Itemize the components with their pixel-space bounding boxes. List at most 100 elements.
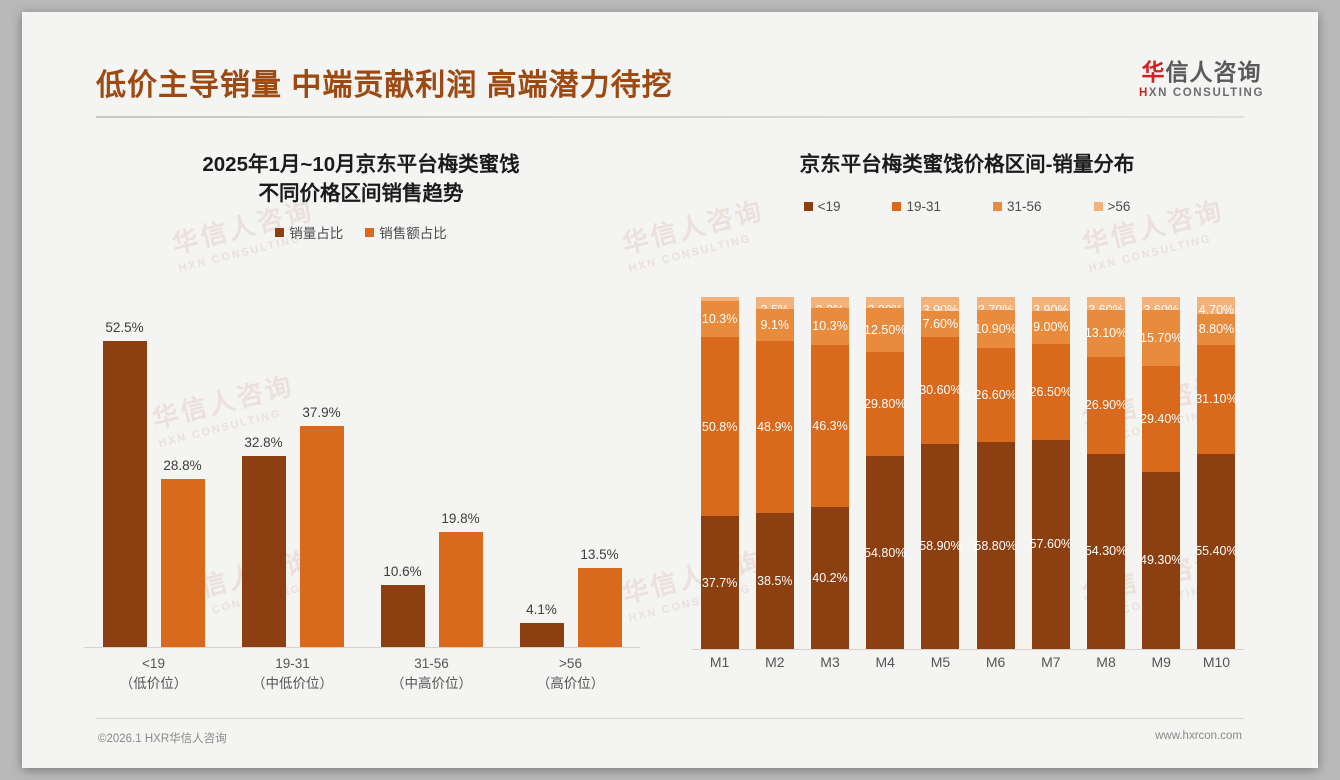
logo-english: HXN CONSULTING bbox=[1139, 87, 1264, 99]
stack-segment-31-56-M10[interactable]: 8.80% bbox=[1197, 313, 1236, 345]
stack-segment-19-31-M9[interactable]: 29.40% bbox=[1140, 366, 1182, 472]
stack-column-M9: 3.60% 15.70% 29.40% 49.30% bbox=[1134, 297, 1189, 649]
stack-segment-19-31-M3[interactable]: 46.3% bbox=[811, 344, 849, 508]
stack-segment-31-56-M4[interactable]: 12.50% bbox=[864, 307, 907, 352]
right-chart-x-axis: M1 M2 M3 M4 M5 M6 M7 M8 M9 M10 bbox=[692, 654, 1244, 670]
x-tick-sublabel: （高价位） bbox=[536, 676, 605, 692]
stack-segment-31-56-M8[interactable]: 13.10% bbox=[1085, 309, 1127, 358]
slide-header: 低价主导销量 中端贡献利润 高端潜力待挖 华信人咨询 HXN CONSULTIN… bbox=[22, 12, 1318, 122]
bar-fill bbox=[160, 479, 205, 647]
stack-segment-<19-M1[interactable]: 37.7% bbox=[700, 516, 739, 650]
legend-item-1[interactable]: 19-31 bbox=[892, 199, 941, 214]
stacked-bar-M8[interactable]: 3.60% 13.10% 26.90% 54.30% bbox=[1085, 297, 1127, 649]
stack-segment-31-56-M6[interactable]: 10.90% bbox=[974, 310, 1017, 349]
bar-销售额占比-19-31[interactable]: 37.9% bbox=[299, 405, 344, 647]
bar-销售额占比-<19[interactable]: 28.8% bbox=[160, 458, 205, 647]
bar-销量占比-31-56[interactable]: 10.6% bbox=[380, 564, 425, 647]
stack-segment-<19-M4[interactable]: 54.80% bbox=[864, 456, 906, 649]
bar-销量占比-19-31[interactable]: 32.8% bbox=[241, 435, 286, 647]
left-chart-plot: 52.5% 28.8% 32.8% 37.9% 10.6% 19.8% 4.1% 13.5% bbox=[84, 298, 640, 648]
stack-segment->56-M8[interactable]: 3.60% bbox=[1087, 297, 1126, 317]
bar-销售额占比->56[interactable]: 13.5% bbox=[577, 547, 622, 647]
bar-销售额占比-31-56[interactable]: 19.8% bbox=[438, 511, 483, 647]
x-axis-line bbox=[692, 649, 1244, 650]
stacked-bar-M9[interactable]: 3.60% 15.70% 29.40% 49.30% bbox=[1140, 297, 1182, 649]
stack-segment->56-M6[interactable]: 3.70% bbox=[976, 297, 1015, 317]
stack-segment-31-56-M2[interactable]: 9.1% bbox=[755, 309, 794, 342]
stack-segment-19-31-M8[interactable]: 26.90% bbox=[1085, 357, 1127, 454]
x-tick-M6: M6 bbox=[985, 654, 1006, 670]
stack-segment-label: 8.80% bbox=[1198, 322, 1235, 337]
stack-segment->56-M10[interactable]: 4.70% bbox=[1197, 297, 1236, 317]
stack-segment->56-M4[interactable]: 3.00% bbox=[866, 297, 905, 317]
stack-segment-<19-M2[interactable]: 38.5% bbox=[755, 513, 794, 649]
legend-item-1[interactable]: 销售额占比 bbox=[365, 222, 447, 242]
stack-segment-31-56-M3[interactable]: 10.3% bbox=[811, 308, 849, 345]
stack-segment-label: 12.50% bbox=[864, 322, 907, 337]
stacked-bar-M6[interactable]: 3.70% 10.90% 26.60% 58.80% bbox=[974, 297, 1017, 649]
stacked-bar-M1[interactable]: 1.1%10.3%50.8%37.7% bbox=[700, 297, 739, 650]
stack-segment-label: 29.80% bbox=[864, 396, 907, 411]
logo-en-red: H bbox=[1138, 86, 1149, 99]
stack-segment-<19-M3[interactable]: 40.2% bbox=[811, 507, 849, 649]
legend-item-3[interactable]: >56 bbox=[1093, 199, 1130, 214]
stacked-bar-M3[interactable]: 3.2% 10.3% 46.3% 40.2% bbox=[811, 297, 849, 649]
legend-item-2[interactable]: 31-56 bbox=[993, 199, 1042, 214]
stack-segment->56-M5[interactable]: 3.90% bbox=[921, 297, 960, 317]
stacked-bar-M5[interactable]: 3.90%7.60% 30.60% 58.90% bbox=[919, 297, 962, 649]
stack-segment->56-M7[interactable]: 3.90% bbox=[1031, 297, 1070, 317]
stack-segment-<19-M8[interactable]: 54.30% bbox=[1085, 453, 1127, 649]
bar-销量占比-<19[interactable]: 52.5% bbox=[102, 320, 147, 647]
stack-segment->56-M2[interactable]: 3.5% bbox=[755, 297, 794, 317]
header-divider bbox=[96, 116, 1244, 118]
stacked-bar-M2[interactable]: 3.5%9.1% 48.9% 38.5% bbox=[755, 297, 794, 649]
slide: 低价主导销量 中端贡献利润 高端潜力待挖 华信人咨询 HXN CONSULTIN… bbox=[22, 12, 1318, 768]
stack-column-M3: 3.2% 10.3% 46.3% 40.2% bbox=[802, 297, 857, 649]
stack-segment->56-M3[interactable]: 3.2% bbox=[811, 297, 849, 317]
bar-fill bbox=[438, 531, 483, 647]
logo-cn-gray: 信人咨询 bbox=[1165, 59, 1262, 85]
legend-label: <19 bbox=[817, 199, 841, 215]
left-chart-title-line1: 2025年1月~10月京东平台梅类蜜饯 bbox=[202, 153, 520, 176]
x-tick-19-31: 19-31 （中低价位） bbox=[223, 654, 362, 695]
x-tick-sublabel: （中低价位） bbox=[252, 676, 333, 692]
x-tick-M10: M10 bbox=[1202, 654, 1231, 670]
stack-segment-19-31-M10[interactable]: 31.10% bbox=[1195, 344, 1238, 454]
stack-segment-19-31-M5[interactable]: 30.60% bbox=[919, 337, 962, 444]
stack-segment-<19-M7[interactable]: 57.60% bbox=[1030, 439, 1072, 649]
stacked-bar-M10[interactable]: 4.70% 8.80% 31.10% 55.40% bbox=[1195, 297, 1238, 649]
stacked-bar-M4[interactable]: 3.00% 12.50% 29.80% 54.80% bbox=[864, 297, 907, 649]
stack-segment-<19-M5[interactable]: 58.90% bbox=[919, 443, 962, 649]
left-chart-title-line2: 不同价格区间销售趋势 bbox=[258, 182, 464, 206]
stack-segment-31-56-M1[interactable]: 10.3% bbox=[700, 300, 739, 338]
x-tick-M5: M5 bbox=[930, 654, 951, 670]
footer-divider bbox=[96, 718, 1244, 719]
stack-segment-19-31-M4[interactable]: 29.80% bbox=[864, 351, 907, 457]
bar-value-label: 4.1% bbox=[526, 602, 557, 618]
stack-segment-19-31-M6[interactable]: 26.60% bbox=[974, 348, 1017, 443]
stack-segment->56-M9[interactable]: 3.60% bbox=[1142, 297, 1181, 317]
stack-segment-31-56-M5[interactable]: 7.60% bbox=[921, 310, 960, 338]
legend-item-0[interactable]: <19 bbox=[803, 199, 841, 215]
stack-segment-label: 10.90% bbox=[974, 322, 1017, 337]
legend-item-0[interactable]: 销量占比 bbox=[275, 222, 343, 242]
stack-segment-19-31-M2[interactable]: 48.9% bbox=[755, 341, 794, 514]
stack-segment-31-56-M9[interactable]: 15.70% bbox=[1140, 309, 1182, 367]
stack-segment-<19-M6[interactable]: 58.80% bbox=[974, 442, 1017, 649]
bar-销量占比->56[interactable]: 4.1% bbox=[519, 602, 564, 647]
bar-group: 4.1% 13.5% bbox=[501, 297, 640, 647]
stack-segment-<19-M10[interactable]: 55.40% bbox=[1195, 453, 1238, 649]
stack-column-M2: 3.5%9.1% 48.9% 38.5% bbox=[747, 297, 802, 649]
stack-segment-19-31-M1[interactable]: 50.8% bbox=[700, 337, 739, 517]
logo-cn-red: 华 bbox=[1141, 59, 1166, 85]
bar-value-label: 52.5% bbox=[105, 319, 144, 335]
stack-segment-19-31-M7[interactable]: 26.50% bbox=[1030, 343, 1072, 440]
legend-label: 19-31 bbox=[906, 199, 941, 215]
stack-column-M4: 3.00% 12.50% 29.80% 54.80% bbox=[858, 297, 913, 649]
stacked-bar-M7[interactable]: 3.90% 9.00% 26.50% 57.60% bbox=[1030, 297, 1072, 649]
bar-value-label: 28.8% bbox=[163, 458, 202, 473]
stack-segment-<19-M9[interactable]: 49.30% bbox=[1140, 471, 1182, 649]
bar-group: 10.6% 19.8% bbox=[362, 297, 501, 647]
bar-fill bbox=[299, 425, 344, 647]
stack-segment-31-56-M7[interactable]: 9.00% bbox=[1031, 311, 1070, 344]
